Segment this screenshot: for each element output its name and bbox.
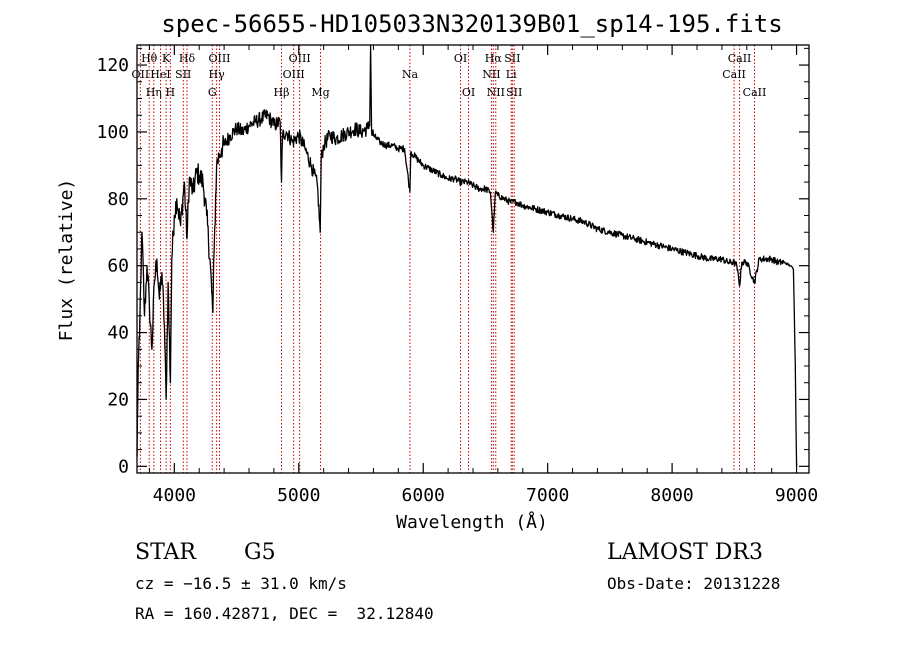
x-tick-label: 8000 [650, 485, 693, 506]
line-marker-label: Hβ [274, 86, 290, 99]
line-marker-label: CaII [743, 86, 767, 99]
coordinates: RA = 160.42871, DEC = 32.12840 [135, 604, 434, 623]
spectral-subclass: G5 [244, 540, 276, 565]
line-marker-label: Hγ [209, 68, 226, 81]
line-marker-label: NII [487, 86, 505, 99]
x-tick-label: 9000 [775, 485, 818, 506]
x-tick-label: 6000 [402, 485, 445, 506]
line-marker-label: OII [132, 68, 150, 81]
redshift-cz: cz = −16.5 ± 31.0 km/s [135, 574, 347, 593]
line-marker-label: G [208, 86, 217, 99]
survey-name: LAMOST DR3 [607, 540, 763, 565]
y-tick-label: 40 [107, 323, 129, 344]
y-tick-label: 20 [107, 389, 129, 410]
line-marker-label: H [166, 86, 176, 99]
line-marks [139, 45, 755, 473]
chart-title: spec-56655-HD105033N320139B01_sp14-195.f… [161, 10, 782, 38]
y-tick-label: 80 [107, 189, 129, 210]
y-tick-label: 60 [107, 256, 129, 277]
line-marker-label: Hα [485, 52, 503, 65]
line-marker-label: OIII [283, 68, 305, 81]
x-tick-label: 7000 [526, 485, 569, 506]
line-marker-label: HeI [150, 68, 170, 81]
x-tick-label: 5000 [277, 485, 320, 506]
line-marker-label: K [162, 52, 171, 65]
y-axis-label: Flux (relative) [56, 179, 77, 342]
line-marker-label: OI [454, 52, 467, 65]
line-marker-label: Li [506, 68, 517, 81]
line-marker-label: OIII [208, 52, 230, 65]
x-axis-label: Wavelength (Å) [396, 511, 548, 533]
line-marker-label: OIII [289, 52, 311, 65]
observation-date: Obs-Date: 20131228 [607, 574, 781, 593]
line-marker-label: Hη [146, 86, 162, 99]
x-tick-label: 4000 [153, 485, 196, 506]
line-marker-label: NII [482, 68, 500, 81]
y-tick-label: 100 [96, 122, 129, 143]
line-mark-labels: OII Hθ Hη HeI K H SII Hδ G Hγ OIII Hβ OIII OIII Mg Na OI… [132, 52, 767, 99]
line-marker-label: SII [504, 52, 520, 65]
line-marker-label: SII [506, 86, 522, 99]
y-tick-label: 120 [96, 55, 129, 76]
line-marker-label: CaII [722, 68, 746, 81]
line-marker-label: Na [402, 68, 419, 81]
spectrum-line [136, 44, 798, 467]
x-axis: 4000 5000 6000 7000 8000 9000 [148, 45, 818, 506]
line-marker-label: Mg [311, 86, 329, 99]
object-class: STAR [135, 540, 196, 565]
line-marker-label: Hθ [141, 52, 158, 65]
y-axis: 0 20 40 60 80 100 120 [96, 47, 809, 477]
y-tick-label: 0 [118, 456, 129, 477]
line-marker-label: SII [175, 68, 191, 81]
line-marker-label: CaII [728, 52, 752, 65]
line-marker-label: Hδ [179, 52, 196, 65]
line-marker-label: OI [462, 86, 475, 99]
plot-frame [136, 44, 810, 474]
